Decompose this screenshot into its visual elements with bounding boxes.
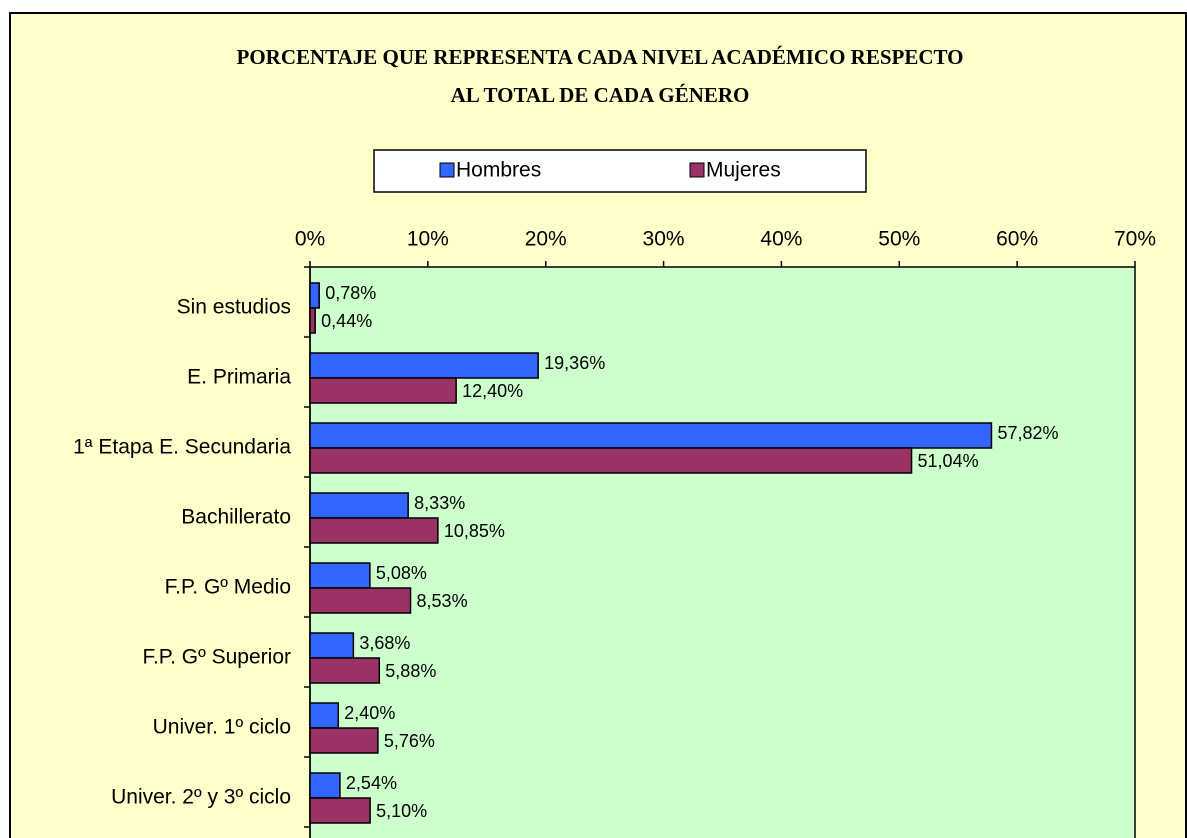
bar	[309, 772, 341, 799]
bar	[309, 352, 539, 379]
bar	[309, 422, 993, 449]
value-label: 57,82%	[997, 423, 1058, 443]
value-label: 8,53%	[417, 591, 468, 611]
value-label: 5,88%	[385, 661, 436, 681]
value-label: 12,40%	[462, 381, 523, 401]
y-tick-label: Univer. 1º ciclo	[153, 716, 291, 739]
value-label: 19,36%	[544, 353, 605, 373]
bar	[309, 797, 371, 824]
bar	[309, 447, 913, 474]
chart-title: AL TOTAL DE CADA GÉNERO	[451, 83, 750, 107]
x-tick-label: 20%	[525, 228, 567, 251]
bar	[309, 307, 316, 334]
value-label: 5,08%	[376, 563, 427, 583]
y-tick-label: 1ª Etapa E. Secundaria	[73, 436, 291, 459]
legend-swatch	[689, 162, 705, 178]
value-label: 3,68%	[359, 633, 410, 653]
chart-title: PORCENTAJE QUE REPRESENTA CADA NIVEL ACA…	[237, 45, 964, 69]
legend	[373, 149, 867, 193]
legend-label: Mujeres	[706, 159, 781, 182]
value-label: 2,40%	[344, 703, 395, 723]
bar	[309, 702, 340, 729]
bar	[309, 492, 409, 519]
value-label: 51,04%	[918, 451, 979, 471]
y-tick-label: Univer. 2º y 3º ciclo	[111, 786, 291, 809]
y-tick-label: Sin estudios	[177, 296, 291, 319]
x-tick-label: 40%	[760, 228, 802, 251]
value-label: 0,78%	[325, 283, 376, 303]
bar	[309, 657, 381, 684]
value-label: 2,54%	[346, 773, 397, 793]
bar	[309, 377, 457, 404]
x-tick-label: 70%	[1114, 228, 1156, 251]
x-tick-label: 10%	[407, 228, 449, 251]
bar	[309, 562, 371, 589]
legend-swatch	[439, 162, 455, 178]
value-label: 8,33%	[414, 493, 465, 513]
x-tick-label: 30%	[643, 228, 685, 251]
bar	[309, 727, 379, 754]
x-tick-label: 50%	[878, 228, 920, 251]
x-tick-label: 0%	[295, 228, 325, 251]
value-label: 5,76%	[384, 731, 435, 751]
x-tick-label: 60%	[996, 228, 1038, 251]
y-tick-label: F.P. Gº Medio	[165, 576, 291, 599]
legend-label: Hombres	[456, 159, 541, 182]
bar	[309, 517, 439, 544]
bar	[309, 282, 320, 309]
value-label: 10,85%	[444, 521, 505, 541]
value-label: 5,10%	[376, 801, 427, 821]
bar	[309, 587, 412, 614]
y-tick-label: Bachillerato	[181, 506, 291, 529]
y-tick-label: E. Primaria	[187, 366, 291, 389]
value-label: 0,44%	[321, 311, 372, 331]
y-tick-label: F.P. Gº Superior	[142, 646, 291, 669]
bar	[309, 632, 355, 659]
